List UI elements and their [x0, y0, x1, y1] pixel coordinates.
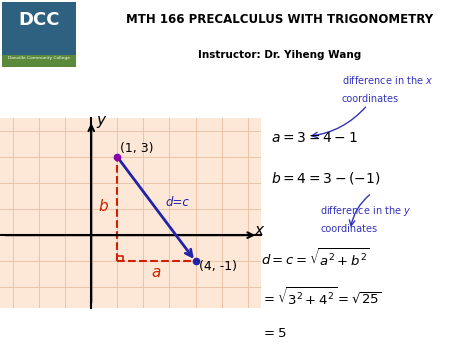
Text: a: a: [152, 265, 161, 280]
Text: (4, -1): (4, -1): [199, 260, 237, 273]
Text: coordinates: coordinates: [320, 224, 378, 234]
Text: x: x: [254, 223, 263, 238]
Text: $b = 4 = 3 - (-1)$: $b = 4 = 3 - (-1)$: [272, 170, 381, 186]
Bar: [2, 2, 76, 67]
Text: $a = 3 = 4 - 1$: $a = 3 = 4 - 1$: [272, 131, 358, 144]
Text: y: y: [96, 114, 105, 129]
Text: $d = c = \sqrt{a^2 + b^2}$: $d = c = \sqrt{a^2 + b^2}$: [261, 247, 370, 268]
Text: Danville Community College: Danville Community College: [9, 56, 70, 60]
Text: coordinates: coordinates: [342, 94, 399, 104]
Text: (1, 3): (1, 3): [120, 142, 154, 155]
Text: difference in the $x$: difference in the $x$: [342, 74, 433, 86]
Text: b: b: [98, 199, 108, 214]
Text: MTH 166 PRECALCULUS WITH TRIGONOMETRY: MTH 166 PRECALCULUS WITH TRIGONOMETRY: [126, 13, 433, 26]
Text: difference in the $y$: difference in the $y$: [320, 204, 412, 218]
Text: Instructor: Dr. Yiheng Wang: Instructor: Dr. Yiheng Wang: [198, 50, 361, 60]
Text: $= \sqrt{3^2 + 4^2} = \sqrt{25}$: $= \sqrt{3^2 + 4^2} = \sqrt{25}$: [261, 287, 382, 307]
Text: d=c: d=c: [165, 196, 190, 209]
Text: $= 5$: $= 5$: [261, 327, 286, 340]
Text: DCC: DCC: [18, 11, 60, 29]
Bar: [2, 55, 76, 67]
